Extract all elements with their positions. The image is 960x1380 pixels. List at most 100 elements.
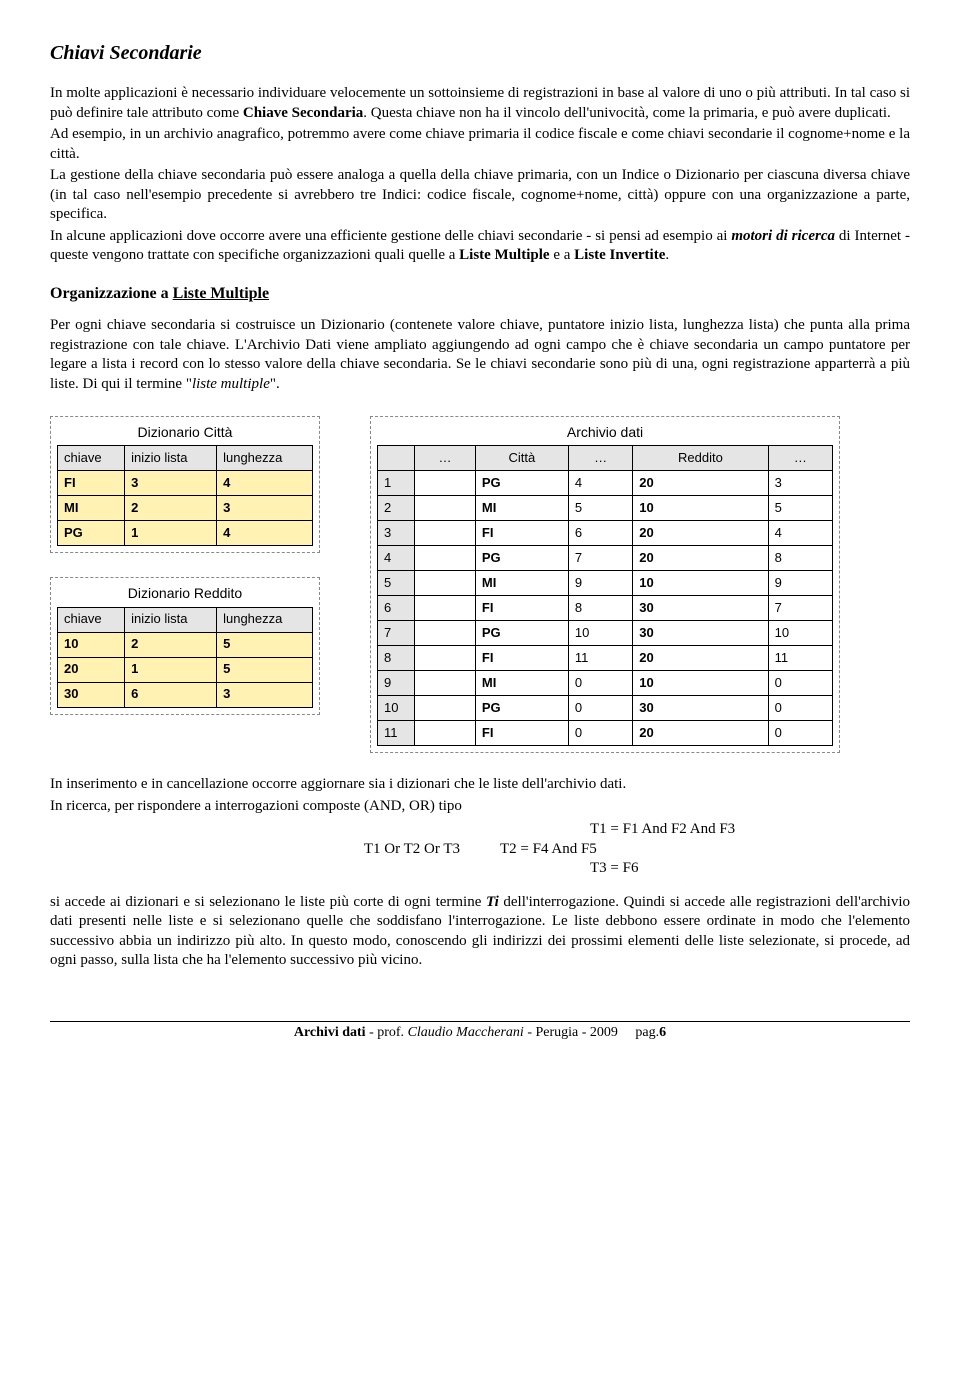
cell: [415, 621, 476, 646]
footer-page-number: 6: [659, 1025, 666, 1040]
dizionario-citta-box: Dizionario Città chiave inizio lista lun…: [50, 416, 320, 553]
cell: 0: [568, 696, 632, 721]
dizionario-citta-title: Dizionario Città: [57, 423, 313, 441]
text: Organizzazione a: [50, 285, 173, 302]
cell: FI: [58, 471, 125, 496]
cell: 20: [58, 657, 125, 682]
term-liste-multiple-italic: liste multiple: [192, 376, 270, 392]
cell: [415, 696, 476, 721]
cell: 30: [58, 682, 125, 707]
cell: 4: [217, 521, 313, 546]
cell: FI: [475, 721, 568, 746]
cell: 10: [633, 671, 768, 696]
cell: 0: [568, 721, 632, 746]
col-header: lunghezza: [217, 607, 313, 632]
dizionario-reddito-box: Dizionario Reddito chiave inizio lista l…: [50, 577, 320, 714]
cell: 0: [768, 721, 832, 746]
paragraph-3: La gestione della chiave secondaria può …: [50, 166, 910, 225]
paragraph-2: Ad esempio, in un archivio anagrafico, p…: [50, 125, 910, 164]
cell: PG: [475, 696, 568, 721]
row-index: 9: [378, 671, 415, 696]
query-t2: T2 = F4 And F5: [500, 840, 910, 860]
col-header: …: [568, 446, 632, 471]
cell: 8: [768, 546, 832, 571]
archivio-dati-title: Archivio dati: [377, 423, 833, 441]
row-index: 6: [378, 596, 415, 621]
term-motori-di-ricerca: motori di ricerca: [731, 228, 835, 244]
col-header: Città: [475, 446, 568, 471]
text: .: [665, 247, 669, 263]
footer-text: - Perugia - 2009: [524, 1025, 618, 1040]
cell: 9: [768, 571, 832, 596]
cell: 20: [633, 521, 768, 546]
row-index: 3: [378, 521, 415, 546]
tables-container: Dizionario Città chiave inizio lista lun…: [50, 416, 910, 753]
cell: PG: [475, 621, 568, 646]
cell: MI: [475, 671, 568, 696]
row-index: 8: [378, 646, 415, 671]
cell: 2: [125, 496, 217, 521]
cell: 30: [633, 696, 768, 721]
cell: 4: [217, 471, 313, 496]
cell: 11: [768, 646, 832, 671]
row-index: 11: [378, 721, 415, 746]
cell: 10: [58, 632, 125, 657]
cell: 5: [768, 496, 832, 521]
dizionario-reddito-table: chiave inizio lista lunghezza 1025 2015 …: [57, 607, 313, 708]
cell: MI: [475, 496, 568, 521]
term-liste-multiple: Liste Multiple: [459, 247, 549, 263]
cell: 5: [217, 632, 313, 657]
cell: 7: [768, 596, 832, 621]
cell: 0: [768, 671, 832, 696]
cell: [415, 521, 476, 546]
col-header: inizio lista: [125, 607, 217, 632]
cell: 1: [125, 521, 217, 546]
row-index: 5: [378, 571, 415, 596]
row-index: 7: [378, 621, 415, 646]
cell: 1: [125, 657, 217, 682]
cell: 20: [633, 721, 768, 746]
cell: 10: [768, 621, 832, 646]
cell: PG: [58, 521, 125, 546]
text: si accede ai dizionari e si selezionano …: [50, 894, 486, 910]
cell: PG: [475, 546, 568, 571]
cell: 20: [633, 546, 768, 571]
page-title: Chiavi Secondarie: [50, 40, 910, 66]
cell: 30: [633, 596, 768, 621]
row-index: 2: [378, 496, 415, 521]
cell: [415, 646, 476, 671]
cell: FI: [475, 646, 568, 671]
cell: 30: [633, 621, 768, 646]
cell: FI: [475, 521, 568, 546]
cell: 11: [568, 646, 632, 671]
cell: MI: [58, 496, 125, 521]
col-header: lunghezza: [217, 446, 313, 471]
col-header: chiave: [58, 446, 125, 471]
cell: FI: [475, 596, 568, 621]
cell: [415, 496, 476, 521]
row-index: 10: [378, 696, 415, 721]
footer-text: - prof.: [366, 1025, 408, 1040]
dizionario-citta-table: chiave inizio lista lunghezza FI34 MI23 …: [57, 445, 313, 546]
cell: 5: [568, 496, 632, 521]
cell: 10: [568, 621, 632, 646]
cell: 4: [568, 471, 632, 496]
archivio-dati-table: … Città … Reddito … 1PG4203 2MI5105 3FI6…: [377, 445, 833, 746]
text: Per ogni chiave secondaria si costruisce…: [50, 317, 910, 392]
cell: [415, 671, 476, 696]
cell: 6: [568, 521, 632, 546]
query-t1: T1 = F1 And F2 And F3: [590, 820, 910, 840]
col-header: …: [415, 446, 476, 471]
cell: 20: [633, 471, 768, 496]
paragraph-4: In alcune applicazioni dove occorre aver…: [50, 227, 910, 266]
cell: PG: [475, 471, 568, 496]
section-heading-liste-multiple: Organizzazione a Liste Multiple: [50, 284, 910, 305]
cell: [415, 721, 476, 746]
cell: [415, 571, 476, 596]
cell: 9: [568, 571, 632, 596]
paragraph-5: Per ogni chiave secondaria si costruisce…: [50, 316, 910, 394]
cell: 3: [217, 682, 313, 707]
cell: 8: [568, 596, 632, 621]
cell: 3: [217, 496, 313, 521]
row-index: 1: [378, 471, 415, 496]
